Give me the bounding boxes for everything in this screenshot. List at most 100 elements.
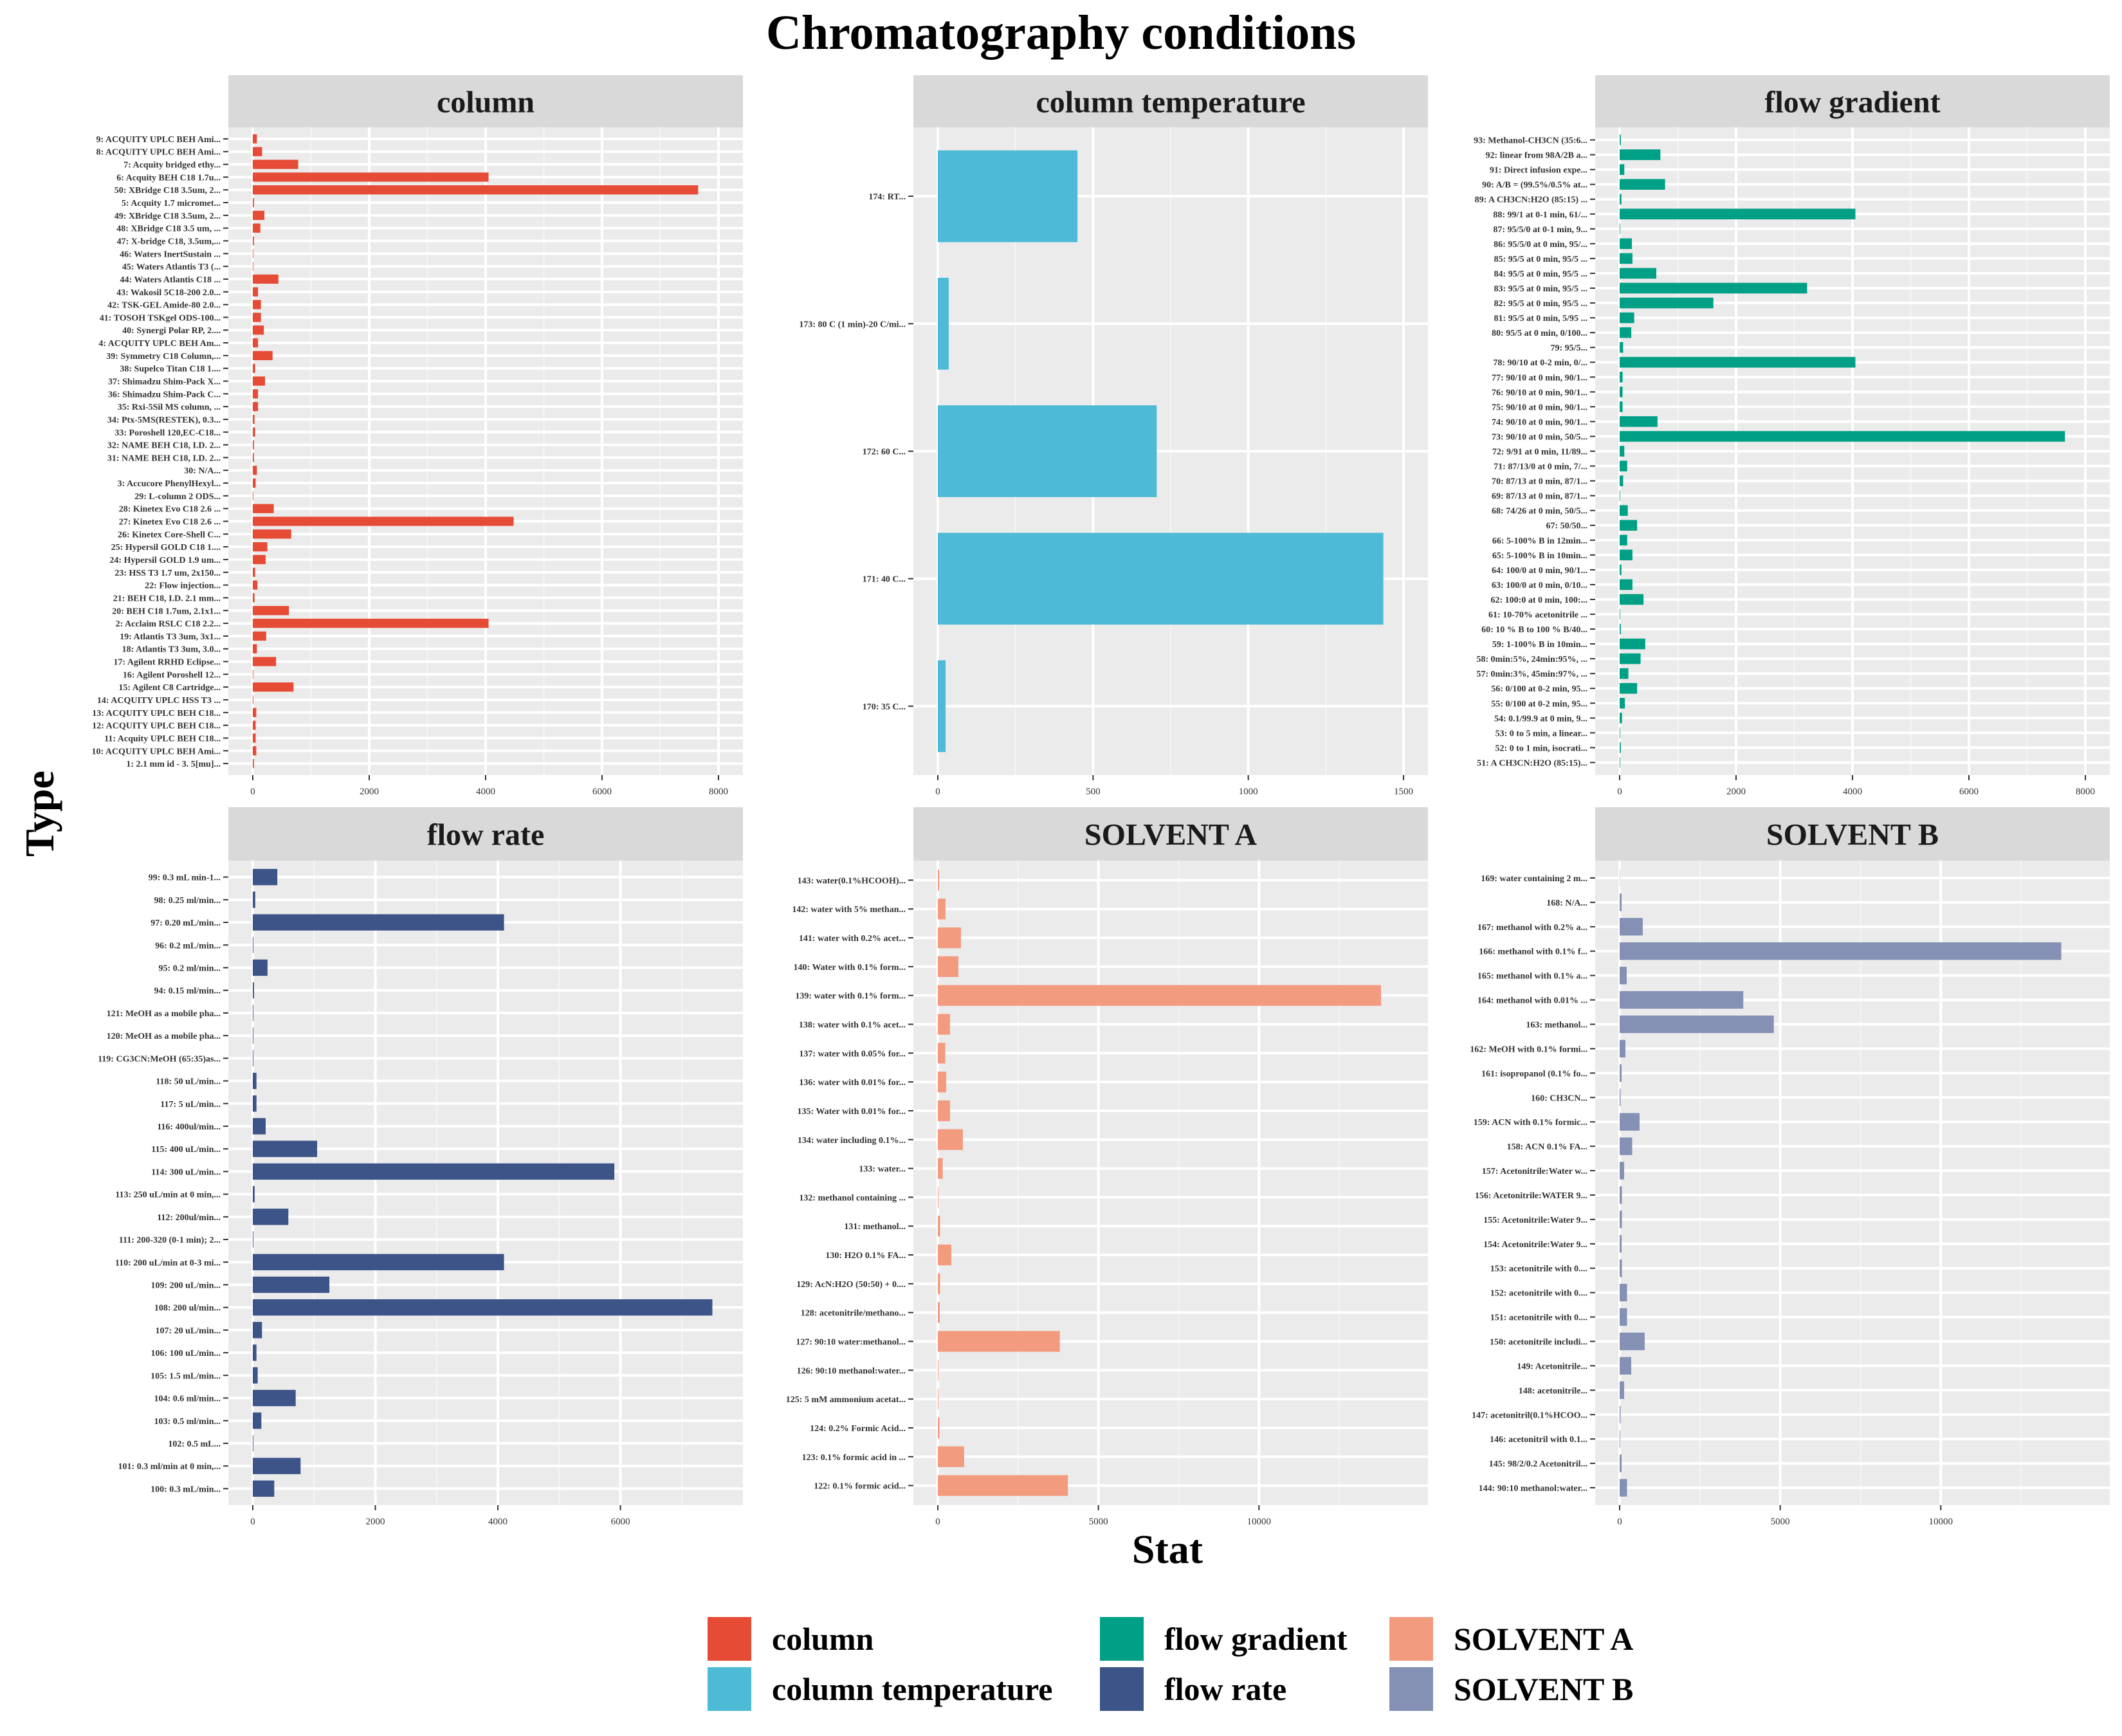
bar: [1620, 535, 1627, 546]
bar: [253, 274, 279, 284]
facet-strip-label: SOLVENT A: [1084, 818, 1257, 852]
y-tick-label: 88: 99/1 at 0-1 min, 61/...: [1493, 210, 1587, 220]
y-tick-label: 61: 10-70% acetonitrile ...: [1488, 610, 1587, 620]
bar: [253, 580, 258, 590]
bar: [1620, 401, 1623, 412]
bar: [1620, 253, 1633, 264]
legend-swatch: [1100, 1667, 1144, 1711]
bar: [1620, 564, 1622, 576]
bar: [1620, 1039, 1625, 1058]
bar: [253, 631, 266, 641]
bar: [1620, 918, 1643, 936]
bar: [253, 708, 257, 717]
y-tick-label: 23: HSS T3 1.7 um, 2x150...: [114, 569, 221, 578]
y-tick-label: 11: Acquity UPLC BEH C18...: [104, 734, 221, 744]
y-tick-label: 47: X-bridge C18, 3.5um,...: [117, 237, 221, 246]
y-tick-label: 151: acetonitrile with 0....: [1490, 1313, 1587, 1323]
x-tick-label: 0: [1617, 1517, 1622, 1527]
y-tick-label: 22: Flow injection...: [145, 581, 221, 591]
y-tick-label: 29: L-column 2 ODS...: [134, 492, 221, 502]
bar: [1620, 1064, 1622, 1082]
y-tick-label: 39: Symmetry C18 Column,...: [106, 352, 221, 361]
bar: [253, 1185, 255, 1203]
chart-title: Chromatography conditions: [765, 6, 1357, 60]
y-tick-label: 99: 0.3 mL min-1...: [149, 873, 221, 883]
legend-label: column: [772, 1621, 874, 1657]
y-tick-label: 109: 200 uL/min...: [151, 1281, 221, 1290]
y-tick-label: 37: Shimadzu Shim-Pack X...: [108, 377, 221, 387]
bar: [1620, 653, 1641, 664]
bar: [1620, 327, 1632, 338]
y-tick-label: 165: methanol with 0.1% a...: [1477, 972, 1587, 982]
bar: [253, 1344, 257, 1361]
y-tick-label: 141: water with 0.2% acet...: [799, 934, 906, 944]
bar: [253, 414, 255, 425]
bar: [253, 1209, 289, 1225]
x-tick-label: 1000: [1239, 787, 1258, 797]
bar: [1620, 1308, 1627, 1326]
legend-label: column temperature: [772, 1671, 1053, 1707]
bar: [938, 1331, 1060, 1352]
y-tick-label: 137: water with 0.05% for...: [799, 1049, 906, 1059]
y-tick-label: 58: 0min:5%, 24min:95%, ...: [1476, 655, 1587, 664]
bar: [938, 1100, 950, 1122]
y-tick-label: 166: methanol with 0.1% f...: [1479, 947, 1587, 957]
facet-panel: flow rate 0 2000 4000 6000 99: 0.3 mL min-1..…: [98, 807, 743, 1527]
bar: [938, 1158, 943, 1179]
bar: [253, 1412, 262, 1429]
legend-label: flow gradient: [1164, 1621, 1348, 1657]
y-tick-label: 8: ACQUITY UPLC BEH Ami...: [96, 148, 221, 158]
y-tick-label: 153: acetonitrile with 0....: [1490, 1265, 1587, 1274]
legend-label: SOLVENT A: [1454, 1621, 1634, 1657]
facet-panel: flow gradient 0 2000 4000 6000 8000 93: Methan…: [1474, 75, 2110, 797]
bar: [938, 533, 1384, 625]
y-tick-label: 89: A CH3CN:H2O (85:15) ...: [1475, 196, 1587, 205]
panel-background: [228, 861, 743, 1505]
y-tick-label: 170: 35 C...: [863, 702, 906, 712]
y-tick-label: 116: 400ul/min...: [157, 1122, 221, 1132]
facet-strip-label: column temperature: [1036, 86, 1305, 120]
legend-swatch: [1389, 1617, 1433, 1661]
y-tick-label: 122: 0.1% formic acid...: [814, 1482, 906, 1492]
y-tick-label: 94: 0.15 ml/min...: [154, 987, 221, 996]
bar: [253, 504, 274, 513]
bar: [253, 914, 504, 931]
bar: [1620, 149, 1661, 160]
bar: [253, 453, 254, 462]
facet-panel: column 0 2000 4000 6000 8000 9: ACQUITY UPLC B…: [91, 75, 743, 797]
y-tick-label: 146: acetonitril with 0.1...: [1490, 1435, 1587, 1445]
y-tick-label: 50: XBridge C18 3.5um, 2...: [114, 186, 221, 196]
x-tick-label: 0: [250, 1517, 255, 1527]
y-tick-label: 56: 0/100 at 0-2 min, 95...: [1491, 684, 1587, 694]
y-tick-label: 52: 0 to 1 min, isocrati...: [1495, 744, 1587, 753]
y-tick-label: 114: 300 uL/min...: [151, 1167, 221, 1177]
bar: [1620, 179, 1665, 190]
y-tick-label: 21: BEH C18, I.D. 2.1 mm...: [113, 594, 221, 603]
y-tick-label: 3: Accucore PhenylHexyl...: [118, 479, 221, 489]
y-tick-label: 152: acetonitrile with 0....: [1490, 1289, 1587, 1299]
bar: [1620, 668, 1629, 679]
bar: [253, 134, 257, 144]
bar: [253, 606, 289, 616]
bar: [253, 982, 254, 999]
y-tick-label: 143: water(0.1%HCOOH)...: [798, 876, 906, 886]
bar: [1620, 1259, 1622, 1277]
y-tick-label: 20: BEH C18 1.7um, 2.1x1...: [112, 607, 221, 616]
bar: [1620, 387, 1623, 397]
y-tick-label: 128: acetonitrile/methano...: [801, 1309, 906, 1319]
legend-item: column: [708, 1616, 873, 1662]
y-tick-label: 45: Waters Atlantis T3 (...: [122, 262, 221, 272]
y-tick-label: 136: water with 0.01% for...: [799, 1078, 906, 1088]
bar: [253, 1118, 266, 1135]
bar: [938, 985, 1382, 1006]
bar: [253, 300, 261, 309]
y-tick-label: 68: 74/26 at 0 min, 50/5...: [1492, 507, 1587, 516]
y-tick-label: 62: 100:0 at 0 min, 100:...: [1491, 596, 1588, 605]
y-tick-label: 124: 0.2% Formic Acid...: [810, 1424, 906, 1434]
y-tick-label: 172: 60 C...: [863, 448, 906, 457]
bar: [1620, 164, 1625, 175]
bar: [253, 1072, 257, 1090]
facet-strip: [228, 807, 743, 861]
bar: [253, 746, 257, 756]
bar: [253, 351, 273, 360]
